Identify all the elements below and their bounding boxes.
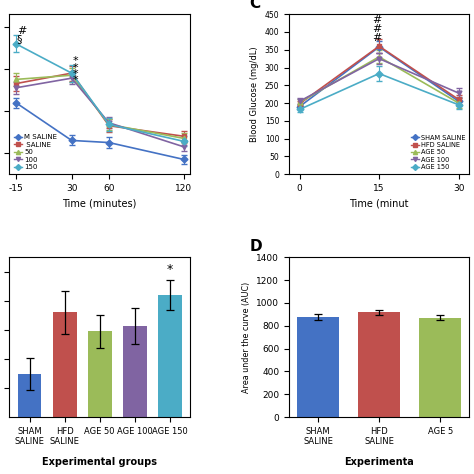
Text: #: # [372, 33, 381, 43]
Y-axis label: Area under the curve (AUC): Area under the curve (AUC) [242, 282, 251, 393]
Bar [419, 318, 461, 417]
Text: Experimenta: Experimenta [344, 457, 414, 467]
Bar [158, 295, 182, 474]
X-axis label: Time (minut: Time (minut [349, 199, 409, 209]
Text: *: * [73, 63, 79, 73]
Bar [358, 312, 400, 417]
Text: *: * [73, 56, 79, 66]
X-axis label: Time (minutes): Time (minutes) [63, 199, 137, 209]
Legend: SHAM SALINE, HFD SALINE, AGE 50, AGE 100, AGE 150: SHAM SALINE, HFD SALINE, AGE 50, AGE 100… [410, 134, 466, 171]
Text: Experimental groups: Experimental groups [42, 457, 157, 467]
Text: #: # [372, 15, 381, 25]
Text: #: # [372, 24, 381, 34]
Bar [53, 312, 76, 474]
Y-axis label: Blood Glucose (mg/dL): Blood Glucose (mg/dL) [250, 46, 259, 142]
Bar [18, 374, 42, 474]
Bar [88, 331, 111, 474]
Text: *: * [73, 69, 79, 79]
Text: *: * [73, 75, 79, 85]
Text: D: D [249, 239, 262, 254]
Text: §: § [17, 34, 22, 44]
Text: C: C [249, 0, 260, 11]
Text: #: # [17, 26, 27, 36]
Bar [123, 326, 146, 474]
Legend: M SALINE,  SALINE, 50, 100, 150: M SALINE, SALINE, 50, 100, 150 [13, 134, 58, 171]
Bar [297, 317, 339, 417]
Text: *: * [166, 263, 173, 275]
